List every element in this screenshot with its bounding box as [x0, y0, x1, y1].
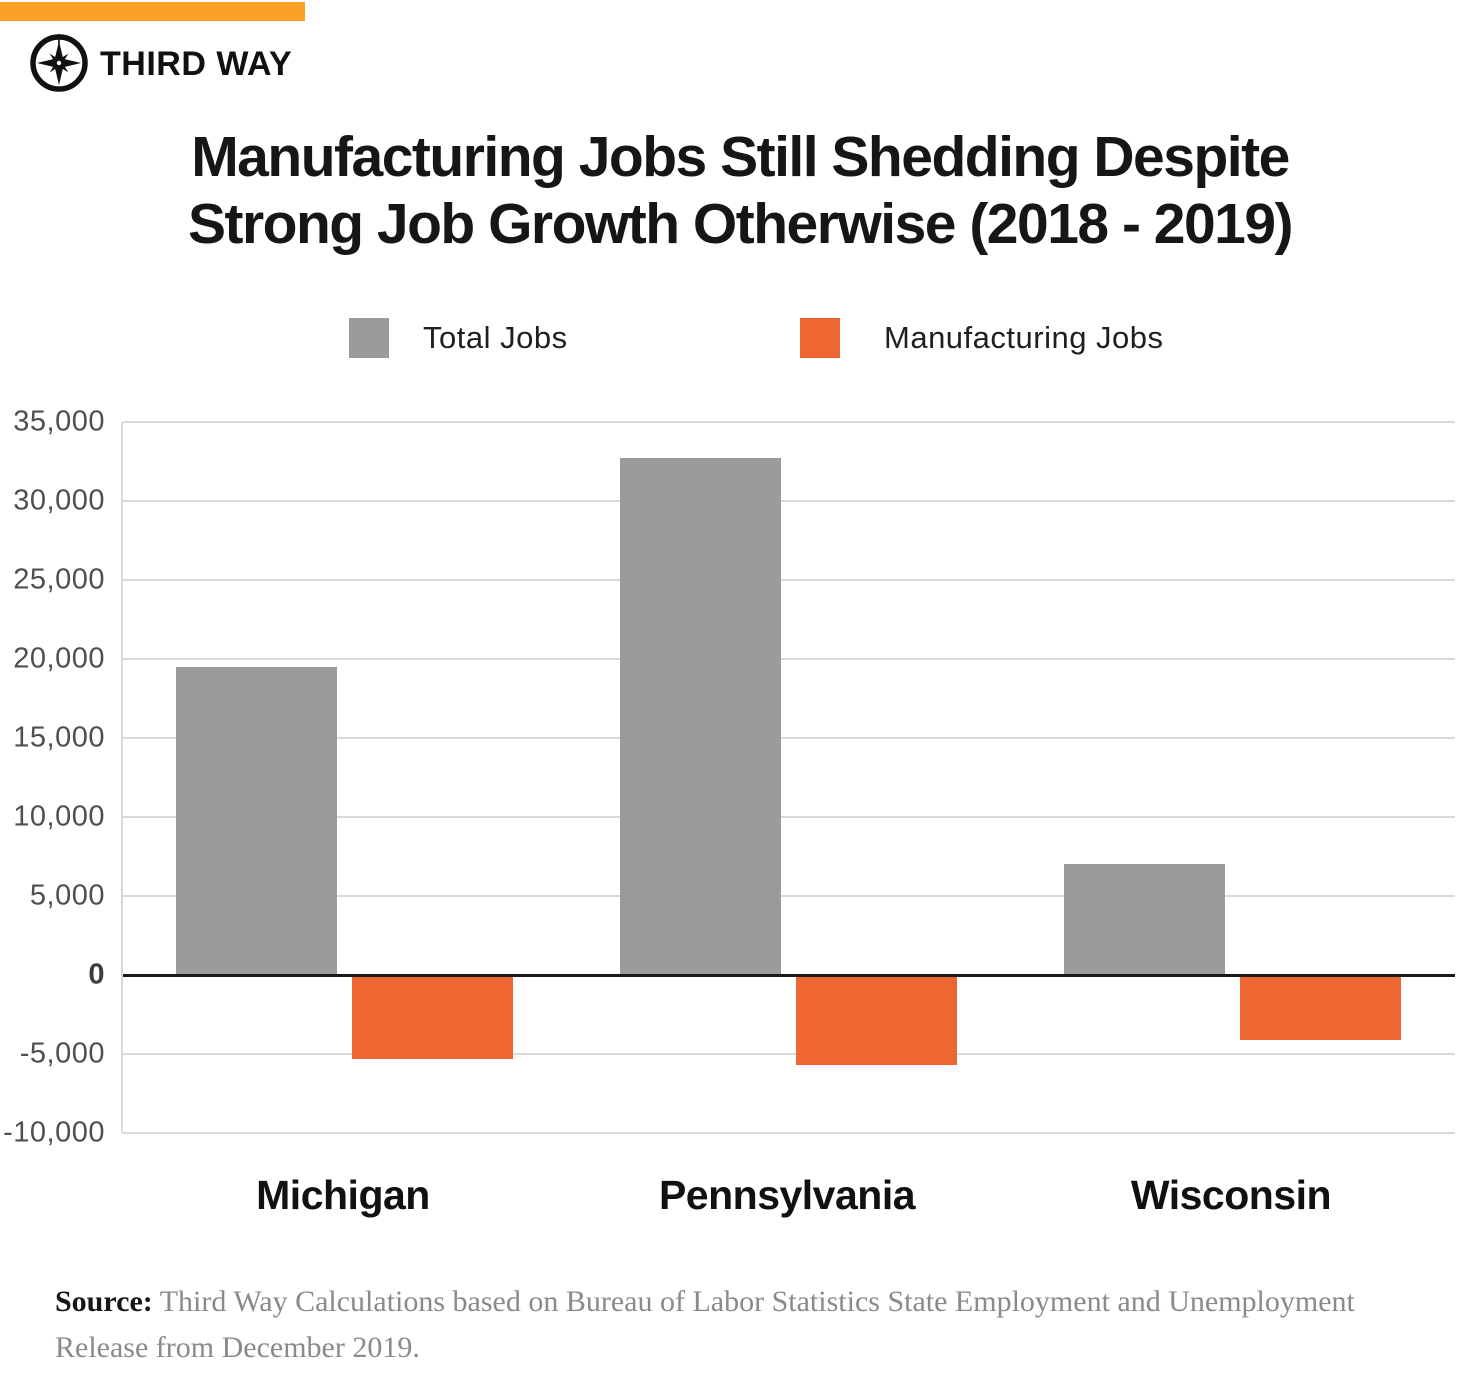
x-axis-label-pennsylvania: Pennsylvania: [658, 1172, 916, 1218]
bar-manufacturing-jobs-pennsylvania: [796, 975, 957, 1066]
legend-item-total-jobs: Total Jobs: [349, 318, 568, 358]
legend-label-total-jobs: Total Jobs: [423, 320, 568, 355]
y-axis: 35,000 30,000 25,000 20,000 15,000 10,000 5,00…: [0, 406, 105, 1149]
top-accent-banner: [0, 2, 305, 21]
gridline: [123, 737, 1455, 739]
y-tick-label: -5,000: [19, 1037, 105, 1070]
gridline: [123, 500, 1455, 502]
y-tick-label: 0: [88, 958, 105, 991]
x-axis-label-wisconsin: Wisconsin: [1130, 1172, 1332, 1218]
y-tick-label: 35,000: [13, 405, 105, 438]
x-axis-label-michigan: Michigan: [256, 1172, 430, 1218]
y-tick-label: 10,000: [13, 800, 105, 833]
source-note: Source: Third Way Calculations based on …: [55, 1279, 1445, 1371]
brand-name: THIRD WAY: [100, 45, 293, 83]
bar-total-jobs-wisconsin: [1064, 864, 1225, 975]
y-tick-label: 20,000: [13, 642, 105, 675]
y-tick-label: 30,000: [13, 484, 105, 517]
y-tick-label: -10,000: [3, 1116, 105, 1149]
source-text: Third Way Calculations based on Bureau o…: [55, 1285, 1355, 1364]
gridline: [123, 1132, 1455, 1134]
chart-title-line1: Manufacturing Jobs Still Shedding Despit…: [191, 125, 1290, 189]
legend-item-manufacturing-jobs: Manufacturing Jobs: [800, 318, 1164, 358]
bar-manufacturing-jobs-wisconsin: [1240, 975, 1401, 1040]
gridline: [123, 895, 1455, 897]
bar-manufacturing-jobs-michigan: [352, 975, 513, 1059]
legend-swatch-manufacturing-jobs: [800, 318, 840, 358]
y-tick-label: 25,000: [13, 563, 105, 596]
y-tick-label: 5,000: [29, 879, 105, 912]
legend-label-manufacturing-jobs: Manufacturing Jobs: [884, 320, 1164, 355]
plot-area: [121, 421, 1455, 1134]
gridline: [123, 816, 1455, 818]
zero-line: [123, 973, 1455, 977]
gridline: [123, 579, 1455, 581]
gridline: [123, 1053, 1455, 1055]
thirdway-compass-icon: [30, 34, 88, 92]
y-tick-label: 15,000: [13, 721, 105, 754]
bar-total-jobs-pennsylvania: [620, 458, 781, 975]
chart-title-line2: Strong Job Growth Otherwise (2018 - 2019…: [187, 192, 1294, 256]
bar-total-jobs-michigan: [176, 666, 337, 975]
legend-swatch-total-jobs: [349, 318, 389, 358]
gridline: [123, 421, 1455, 423]
gridline: [123, 658, 1455, 660]
chart-title: Manufacturing Jobs Still Shedding Despit…: [0, 124, 1480, 258]
source-label: Source:: [55, 1285, 153, 1318]
